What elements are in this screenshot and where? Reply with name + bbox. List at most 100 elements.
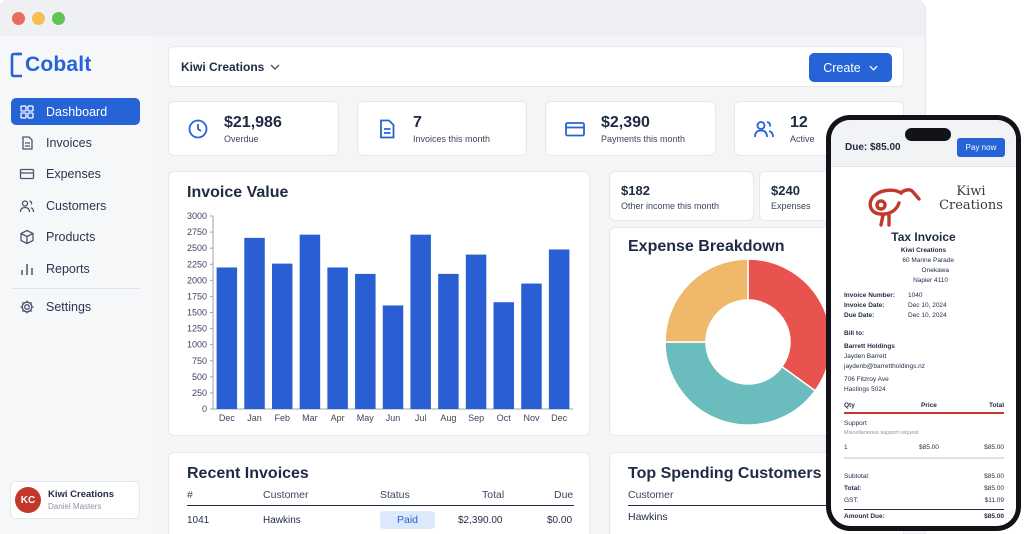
invoice-icon: [22, 135, 33, 150]
sidebar-item-expenses[interactable]: Expenses: [11, 160, 140, 187]
sidebar-item-label: Products: [46, 229, 96, 244]
column-header[interactable]: Due: [554, 489, 574, 501]
app-name: Cobalt: [25, 53, 92, 76]
sidebar-item-products[interactable]: Products: [11, 223, 140, 250]
sidebar-item-dashboard[interactable]: Dashboard: [11, 98, 140, 125]
invoice-number: 1041: [187, 515, 210, 526]
section-title: Top Spending Customers: [628, 465, 822, 482]
line-header-total: Total: [988, 402, 1004, 409]
logo-line-1: Kiwi: [956, 184, 986, 199]
maximize-window-button[interactable]: [52, 12, 65, 25]
x-tick-label: Sep: [468, 413, 484, 423]
invoice-title: Tax Invoice: [891, 230, 956, 244]
line-header-divider: [844, 412, 1004, 414]
item-price: $85.00: [919, 444, 939, 451]
phone-screen: Due: $85.00 Pay now Kiwi Creations Tax I…: [831, 120, 1016, 526]
create-button[interactable]: Create: [809, 53, 892, 82]
sidebar-item-reports[interactable]: Reports: [11, 255, 140, 282]
y-tick-label: 1500: [187, 308, 207, 318]
clock-icon: [188, 119, 208, 139]
bill-to-email: jaydenb@barrettholdings.nz: [844, 363, 926, 370]
column-header[interactable]: Customer: [263, 489, 309, 501]
x-tick-label: Aug: [440, 413, 456, 423]
bill-to-line: Hastings 5024: [844, 386, 886, 393]
sidebar-divider: [11, 288, 140, 289]
column-header: #: [187, 489, 193, 501]
table-divider: [187, 505, 574, 506]
x-tick-label: Jun: [386, 413, 401, 423]
meta-label: Invoice Number:: [844, 292, 895, 299]
bar: [382, 305, 404, 409]
stat-invoices[interactable]: 7 Invoices this month: [357, 101, 527, 156]
avatar: KC: [15, 487, 41, 513]
totals-value: $11.09: [984, 497, 1004, 504]
stat-payments[interactable]: $2,390 Payments this month: [545, 101, 716, 156]
stat-label: Overdue: [224, 134, 259, 144]
logo-line-2: Creations: [939, 198, 1003, 213]
bar: [244, 237, 265, 409]
stat-value: $2,390: [601, 114, 650, 131]
users-icon: [754, 121, 774, 138]
bill-to-label: Bill to:: [844, 330, 865, 337]
stat-value: $182: [621, 183, 650, 198]
totals-label: GST:: [844, 497, 859, 504]
list-item[interactable]: Hawkins: [628, 511, 668, 523]
expense-breakdown-chart: [664, 258, 832, 426]
close-window-button[interactable]: [12, 12, 25, 25]
stat-value: $240: [771, 183, 800, 198]
sidebar-item-settings[interactable]: Settings: [11, 293, 140, 320]
stat-other-income[interactable]: $182 Other income this month: [609, 171, 754, 221]
line-header-qty: Qty: [844, 402, 855, 409]
x-tick-label: Dec: [551, 413, 568, 423]
minimize-window-button[interactable]: [32, 12, 45, 25]
x-tick-label: Apr: [331, 413, 345, 423]
x-tick-label: Oct: [497, 413, 512, 423]
item-divider: [844, 457, 1004, 459]
sidebar-item-invoices[interactable]: Invoices: [11, 129, 140, 156]
bar: [327, 267, 348, 409]
item-total: $85.00: [984, 444, 1004, 451]
logo-wordmark: Kiwi Creations: [934, 185, 1008, 213]
app-logo[interactable]: Cobalt: [10, 50, 92, 80]
recent-invoices-card: Recent Invoices # Customer Status Total …: [168, 452, 590, 534]
invoice-total: $2,390.00: [458, 515, 503, 526]
y-tick-label: 1000: [187, 340, 207, 350]
stat-overdue[interactable]: $21,986 Overdue: [168, 101, 339, 156]
company-address-line: Onekawa: [921, 267, 949, 274]
amount-due-header: Due: $85.00: [845, 142, 901, 153]
sidebar-item-label: Settings: [46, 299, 92, 314]
organization-selector[interactable]: Kiwi Creations: [181, 60, 280, 74]
company-address-line: Napier 4110: [913, 277, 948, 284]
x-tick-label: Jan: [247, 413, 262, 423]
bill-to-line: Jayden Barrett: [844, 353, 887, 360]
pay-now-button[interactable]: Pay now: [957, 138, 1005, 157]
stat-label: Invoices this month: [413, 134, 491, 144]
stat-value: 7: [413, 114, 422, 131]
status-badge: Paid: [380, 511, 435, 529]
y-tick-label: 3000: [187, 211, 207, 221]
x-tick-label: Feb: [274, 413, 290, 423]
stat-label: Active: [790, 134, 815, 144]
item-description: Miscellaneous support request: [844, 430, 919, 436]
stat-value: 12: [790, 114, 808, 131]
donut-slice: [747, 258, 832, 392]
meta-value: Dec 10, 2024: [908, 302, 947, 309]
sidebar-item-customers[interactable]: Customers: [11, 192, 140, 219]
totals-value: $85.00: [984, 485, 1004, 492]
totals-value: $85.00: [984, 473, 1004, 480]
chart-title: Expense Breakdown: [628, 238, 785, 255]
x-tick-label: Jul: [415, 413, 427, 423]
y-tick-label: 2000: [187, 275, 207, 285]
y-tick-label: 1750: [187, 291, 207, 301]
account-switcher[interactable]: KC Kiwi Creations Daniel Masters: [10, 481, 140, 519]
gear-icon: [20, 300, 34, 313]
amount-due-value: $85.00: [984, 513, 1004, 520]
column-header[interactable]: Total: [482, 489, 505, 501]
column-header[interactable]: Status: [380, 489, 410, 501]
donut-slice: [664, 258, 749, 343]
meta-value: Dec 10, 2024: [908, 312, 947, 319]
kiwi-bird-logo-icon: [868, 188, 921, 227]
invoice-due: $0.00: [547, 515, 573, 526]
top-bar: Kiwi Creations Create: [168, 46, 904, 87]
dashboard-icon: [20, 104, 34, 119]
